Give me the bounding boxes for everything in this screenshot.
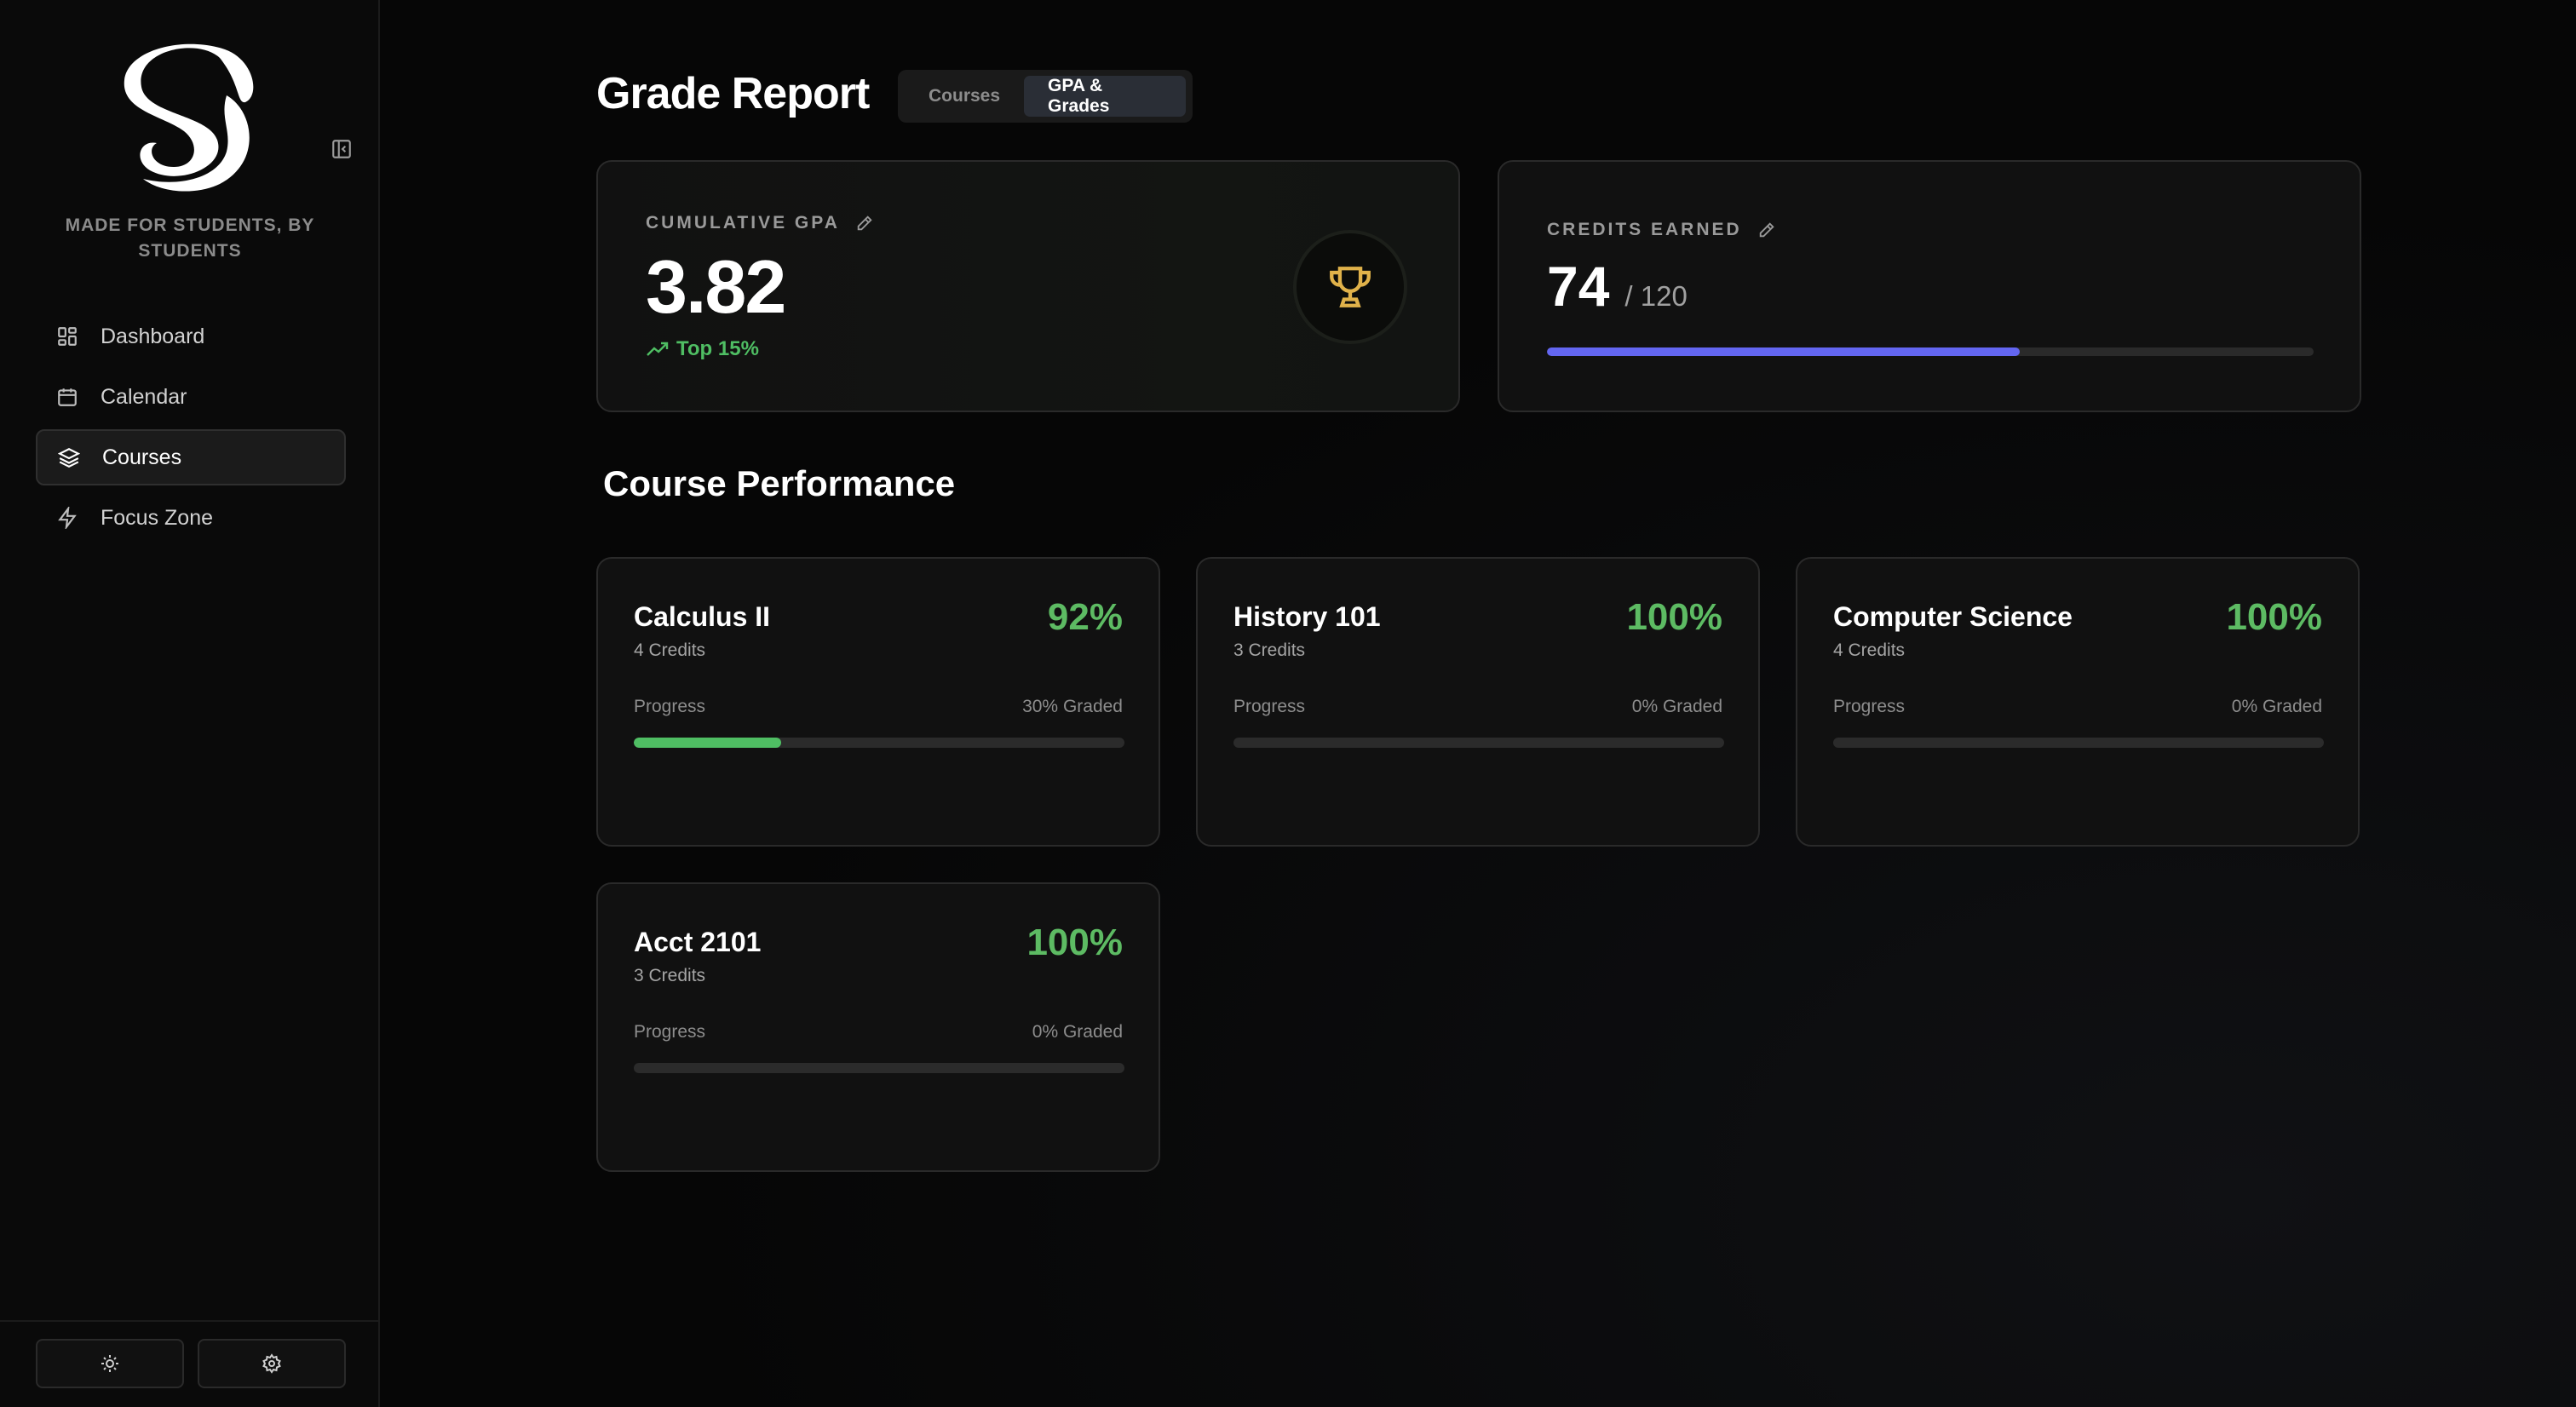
course-card-computer-science[interactable]: Computer Science 4 Credits 100% Progress… [1796,557,2360,847]
sidebar-item-calendar[interactable]: Calendar [36,369,346,425]
calendar-icon [55,384,80,410]
credits-label: CREDITS EARNED [1547,220,1742,239]
sun-icon [101,1355,118,1372]
sidebar-item-dashboard[interactable]: Dashboard [36,308,346,365]
graded-label: 30% Graded [1022,697,1123,716]
credits-total: / 120 [1624,280,1688,312]
edit-credits-button[interactable] [1757,221,1776,239]
tab-gpa-grades[interactable]: GPA & Grades [1024,76,1186,117]
trophy-badge [1293,230,1407,344]
tab-courses[interactable]: Courses [929,86,1001,106]
pencil-icon [857,215,872,231]
graded-label: 0% Graded [2231,697,2322,716]
sidebar-collapse-icon [332,140,351,158]
course-credits: 4 Credits [634,640,706,660]
gpa-rank: Top 15% [646,337,759,361]
sidebar-nav: Dashboard Calendar Courses Focus Zone [36,308,346,550]
sidebar-footer [0,1320,380,1407]
view-switcher: Courses GPA & Grades [898,70,1193,123]
course-progress-bar [634,738,1124,748]
course-name: History 101 [1233,601,1381,632]
credits-card: CREDITS EARNED 74 / 120 [1498,160,2361,412]
course-progress-bar [634,1063,1124,1073]
course-card-calculus-ii[interactable]: Calculus II 4 Credits 92% Progress 30% G… [596,557,1160,847]
credits-progress-bar [1547,347,2314,356]
collapse-sidebar-button[interactable] [329,136,354,162]
trend-up-icon [647,342,669,356]
course-card-history-101[interactable]: History 101 3 Credits 100% Progress 0% G… [1196,557,1760,847]
course-progress-bar [1233,738,1724,748]
graded-label: 0% Graded [1631,697,1722,716]
sidebar-item-courses[interactable]: Courses [36,429,346,485]
progress-label: Progress [634,697,706,716]
course-credits: 4 Credits [1833,640,1906,660]
course-credits: 3 Credits [634,966,706,985]
gear-icon [262,1353,281,1374]
sidebar-item-label: Courses [102,445,182,469]
lightning-icon [55,505,80,531]
progress-label: Progress [1833,697,1906,716]
main-content: Grade Report Courses GPA & Grades CUMULA… [380,0,2576,1407]
course-credits: 3 Credits [1233,640,1306,660]
sidebar-item-focus-zone[interactable]: Focus Zone [36,490,346,546]
course-progress-bar [1833,738,2324,748]
sidebar-item-label: Focus Zone [101,505,214,530]
dashboard-icon [55,324,80,349]
course-progress-fill [634,738,781,748]
graded-label: 0% Graded [1032,1022,1123,1042]
gpa-card: CUMULATIVE GPA 3.82 Top 15% [596,160,1460,412]
logo-mark [124,43,254,192]
progress-label: Progress [1233,697,1306,716]
gpa-label-row: CUMULATIVE GPA [646,213,874,233]
credits-label-row: CREDITS EARNED [1547,220,1776,240]
page-title: Grade Report [596,69,870,118]
course-grade: 100% [2226,596,2322,638]
course-grade: 100% [1026,922,1123,963]
gpa-value: 3.82 [646,244,786,329]
gpa-rank-text: Top 15% [676,337,759,360]
course-name: Acct 2101 [634,927,762,957]
course-name: Calculus II [634,601,771,632]
course-name: Computer Science [1833,601,2073,632]
progress-label: Progress [634,1022,706,1042]
pencil-icon [1759,222,1774,238]
settings-button[interactable] [198,1339,346,1388]
theme-toggle-button[interactable] [36,1339,184,1388]
credits-earned: 74 [1547,255,1610,318]
edit-gpa-button[interactable] [855,214,874,233]
course-grade: 100% [1626,596,1722,638]
course-grade: 92% [1047,596,1123,638]
credits-value: 74 / 120 [1547,254,1688,319]
tagline: MADE FOR STUDENTS, BY STUDENTS [65,215,315,261]
sidebar-item-label: Dashboard [101,324,205,348]
credits-progress-fill [1547,347,2021,356]
gpa-label: CUMULATIVE GPA [646,213,840,233]
app-logo[interactable] [118,43,262,196]
trophy-icon [1330,267,1371,307]
course-card-acct-2101[interactable]: Acct 2101 3 Credits 100% Progress 0% Gra… [596,882,1160,1172]
sidebar: MADE FOR STUDENTS, BY STUDENTS Dashboard… [0,0,380,1407]
layers-icon [56,445,82,470]
section-title: Course Performance [603,463,956,503]
sidebar-item-label: Calendar [101,384,187,409]
